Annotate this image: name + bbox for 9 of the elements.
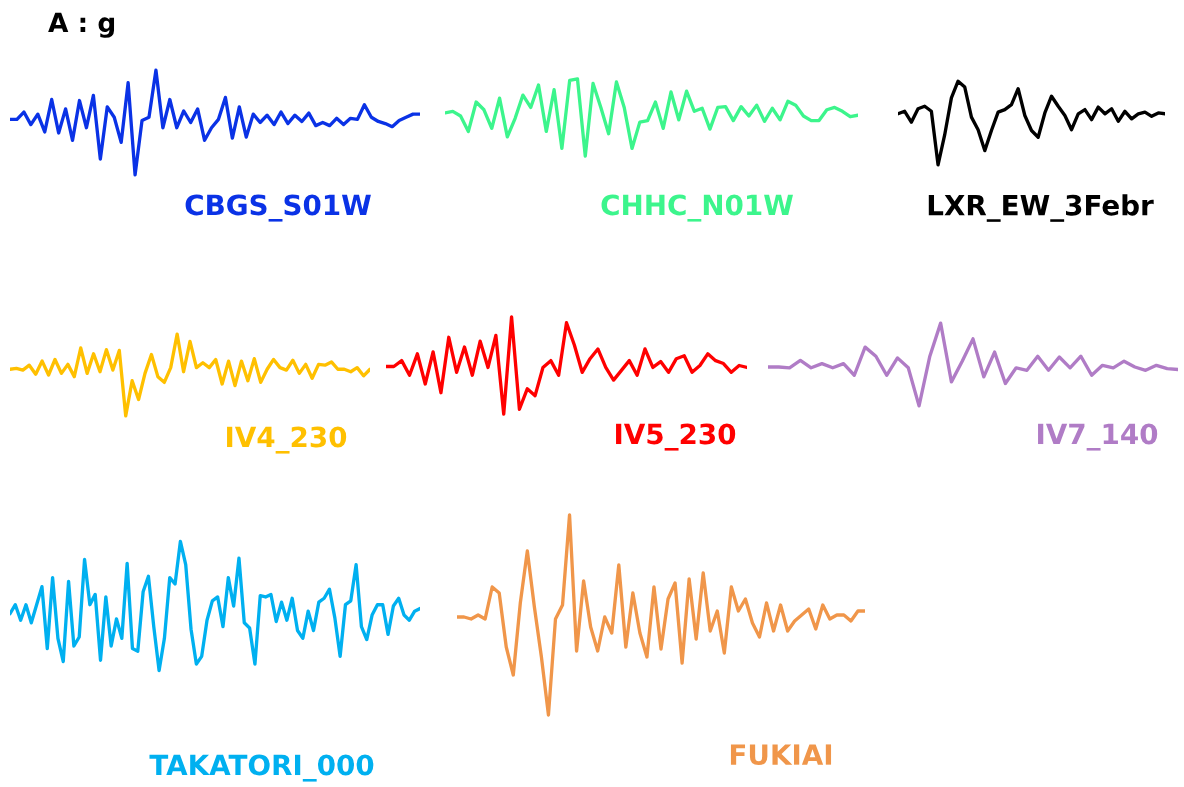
series-label: IV4_230 — [227, 426, 347, 454]
series-label: CHHC_N01W — [601, 194, 793, 222]
text: FUKIAI — [730, 744, 832, 766]
series-label: IV5_230 — [616, 423, 736, 451]
series-label: LXR_EW_3Febr — [928, 194, 1154, 222]
chart-title: A : g — [48, 12, 115, 38]
series-label: IV7_140 — [1038, 423, 1158, 451]
text: TAKATORI_000 — [149, 754, 374, 782]
series-label: CBGS_S01W — [185, 194, 371, 222]
